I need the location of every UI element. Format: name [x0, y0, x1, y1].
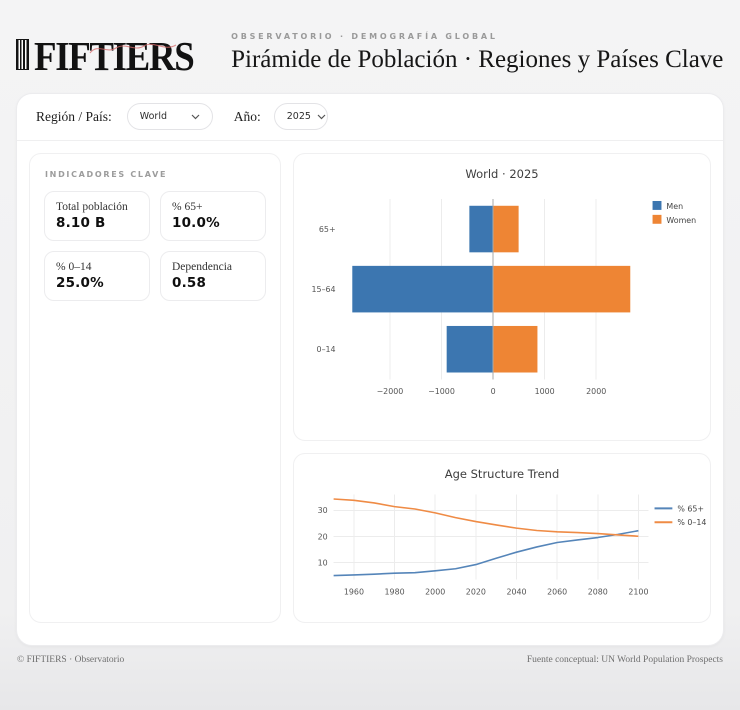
masthead-text: OBSERVATORIO · DEMOGRAFÍA GLOBAL Pirámid…: [231, 32, 723, 76]
age-structure-trend-chart: 1960 1980 2000 2020 2040 2060 2080 2100 10 20 30 % …: [318, 494, 706, 596]
svg-text:2040: 2040: [506, 587, 526, 596]
indicator-value: 10.0%: [172, 214, 220, 231]
svg-text:−1000: −1000: [428, 387, 455, 396]
svg-text:2100: 2100: [628, 587, 648, 596]
svg-text:2020: 2020: [466, 587, 486, 596]
indicators-grid: Total población 8.10 B % 65+ 10.0% % 0–1…: [44, 190, 266, 301]
svg-text:2080: 2080: [588, 587, 608, 596]
indicators-panel: INDICADORES CLAVE Total población 8.10 B…: [29, 152, 281, 623]
svg-text:30: 30: [318, 506, 328, 515]
svg-text:0: 0: [491, 387, 496, 396]
indicator-label: % 65+: [172, 200, 203, 213]
trend-chart-title: Age Structure Trend: [444, 466, 560, 481]
chevron-down-icon: [317, 114, 326, 120]
content-area: INDICADORES CLAVE Total población 8.10 B…: [17, 141, 723, 635]
svg-text:1980: 1980: [385, 587, 405, 596]
region-select-value: World: [139, 111, 167, 122]
svg-text:% 65+: % 65+: [677, 504, 704, 513]
indicator-card: Total población 8.10 B: [44, 190, 150, 241]
indicator-label: Total población: [56, 200, 128, 213]
chevron-down-icon: [191, 114, 200, 120]
pyramid-chart-title: World · 2025: [465, 166, 539, 181]
brand-wordmark: FIFTIERS: [34, 32, 195, 79]
page-footer: © FIFTIERS · Observatorio Fuente concept…: [17, 655, 723, 665]
indicator-card: Dependencia 0.58: [160, 250, 266, 301]
region-select[interactable]: World: [126, 103, 213, 130]
region-label: Región / País:: [36, 108, 112, 124]
indicator-value: 8.10 B: [56, 214, 106, 231]
filter-bar: Región / País: World Año: 2025: [17, 94, 723, 141]
footer-source: Fuente conceptual: UN World Population P…: [526, 654, 723, 665]
year-select[interactable]: 2025: [273, 103, 328, 130]
brand-logo: FIFTIERS: [16, 32, 211, 79]
svg-text:65+: 65+: [319, 225, 336, 234]
svg-text:2000: 2000: [586, 387, 606, 396]
svg-text:2060: 2060: [547, 587, 567, 596]
indicator-value: 0.58: [172, 274, 207, 291]
svg-text:0–14: 0–14: [317, 345, 336, 354]
svg-text:10: 10: [318, 558, 328, 567]
indicator-value: 25.0%: [56, 274, 104, 291]
svg-text:1960: 1960: [344, 587, 364, 596]
year-select-value: 2025: [286, 111, 311, 122]
svg-text:% 0–14: % 0–14: [677, 518, 706, 527]
population-pyramid-chart: −2000 −1000 0 1000 2000 65+ 15–64 0–14 Men Women: [312, 198, 696, 396]
masthead: FIFTIERS OBSERVATORIO · DEMOGRAFÍA GLOBA…: [16, 0, 724, 76]
svg-text:15–64: 15–64: [312, 285, 336, 294]
footer-copyright: © FIFTIERS · Observatorio: [17, 654, 125, 665]
svg-text:2000: 2000: [425, 587, 445, 596]
svg-text:−2000: −2000: [377, 387, 404, 396]
svg-text:Women: Women: [666, 215, 696, 224]
page-title: Pirámide de Población · Regiones y Paíse…: [231, 46, 724, 73]
indicator-label: Dependencia: [172, 260, 233, 273]
svg-text:Men: Men: [666, 201, 683, 210]
main-panel: Región / País: World Año: 2025 INDICADOR…: [16, 92, 724, 646]
trend-chart-card: Age Structure Trend 1960 1980 2000 2020 2040…: [293, 452, 711, 623]
kicker: OBSERVATORIO · DEMOGRAFÍA GLOBAL: [231, 32, 498, 41]
indicator-label: % 0–14: [56, 260, 92, 273]
charts-column: World · 2025 −2000 −1000 0 1000 2000 65+ 15–64…: [293, 152, 711, 623]
indicators-heading: INDICADORES CLAVE: [45, 169, 168, 179]
indicator-card: % 65+ 10.0%: [160, 190, 266, 241]
svg-text:1000: 1000: [535, 387, 555, 396]
indicator-card: % 0–14 25.0%: [44, 250, 150, 301]
svg-text:20: 20: [318, 532, 328, 541]
barcode-icon: [16, 38, 29, 70]
year-label: Año:: [233, 108, 261, 124]
pyramid-chart-card: World · 2025 −2000 −1000 0 1000 2000 65+ 15–64…: [293, 152, 711, 441]
